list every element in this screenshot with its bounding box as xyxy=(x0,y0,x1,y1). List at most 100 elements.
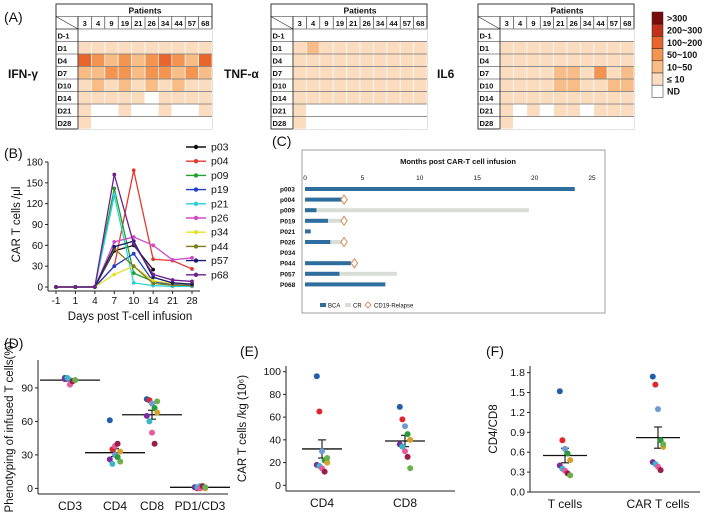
heatmap-cell xyxy=(593,41,608,55)
relapse-marker xyxy=(340,236,348,248)
heatmap-patient-label: 44 xyxy=(174,19,183,28)
x-tick-label: -1 xyxy=(52,296,61,307)
series-point-p03 xyxy=(151,267,156,272)
heatmap-cell xyxy=(580,53,595,67)
heatmap-cell xyxy=(346,66,361,80)
heatmap-cell xyxy=(158,41,173,55)
y-tick-label: 30 xyxy=(21,449,33,461)
patient-label: P057 xyxy=(280,271,296,278)
heatmap-cell xyxy=(117,116,132,130)
data-point xyxy=(404,453,411,460)
heatmap-cell xyxy=(319,53,334,67)
heatmap-cell xyxy=(104,116,119,130)
x-tick-label: 21 xyxy=(167,296,179,307)
series-point-p04 xyxy=(131,168,136,173)
heatmap-cell xyxy=(104,53,119,67)
cr-bar xyxy=(305,208,529,213)
y-tick-label: 0.6 xyxy=(510,447,525,459)
heatmap-cell xyxy=(306,41,321,55)
y-tick-label: 0.0 xyxy=(510,487,525,499)
x-tick-label: 10 xyxy=(416,175,424,182)
heatmap-cell xyxy=(553,28,568,42)
heatmap-cytokine-label: IFN-γ xyxy=(8,67,38,81)
heatmap-cell xyxy=(513,91,528,105)
heatmap-cell xyxy=(499,53,514,67)
legend-label-p04: p04 xyxy=(211,156,229,168)
heatmap-cell xyxy=(117,91,132,105)
heatmap-cell xyxy=(332,66,347,80)
heatmap-patient-label: 4 xyxy=(96,19,101,28)
heatmap-cell xyxy=(620,103,635,117)
x-tick-label: 1 xyxy=(73,296,79,307)
legend-label: 50~100 xyxy=(667,50,697,60)
patient-label: P068 xyxy=(280,282,296,289)
heatmap-cell xyxy=(144,91,159,105)
heatmap-patient-label: 44 xyxy=(596,19,605,28)
series-point-p04 xyxy=(190,267,194,271)
series-point-p09 xyxy=(112,186,117,191)
heatmap-cell xyxy=(91,78,106,92)
x-tick-label: 20 xyxy=(531,175,539,182)
data-point xyxy=(567,457,574,464)
heatmap-cell xyxy=(117,66,132,80)
heatmap-cell xyxy=(158,78,173,92)
data-point xyxy=(146,418,153,425)
heatmap-cell xyxy=(306,103,321,117)
x-tick-label: 5 xyxy=(361,175,365,182)
heatmap-cell xyxy=(539,53,554,67)
category-label: CD8 xyxy=(393,496,417,510)
patient-label: P021 xyxy=(280,229,296,236)
heatmap-cell xyxy=(198,103,213,117)
data-point xyxy=(154,409,161,416)
panel-e-scatter: 0 20 40 60 80 100 CAR T cells /kg (10⁶) CD4 CD8 xyxy=(237,366,455,510)
heatmap-cell xyxy=(593,53,608,67)
heatmap-day-label: D1 xyxy=(480,44,490,53)
legend-swatch xyxy=(651,36,664,49)
data-point xyxy=(402,448,408,455)
heatmap-cell xyxy=(306,91,321,105)
heatmap-cell xyxy=(144,66,159,80)
heatmap-day-label: D21 xyxy=(480,107,494,116)
heatmap-cell xyxy=(580,28,595,42)
heatmap-cell xyxy=(184,28,199,42)
y-tick-label: 150 xyxy=(26,178,43,189)
heatmap-cell xyxy=(171,53,186,67)
heatmap-day-label: D4 xyxy=(480,57,490,66)
heatmap-cell xyxy=(77,66,92,80)
legend-marker-p44 xyxy=(193,244,199,249)
x-tick-label: 14 xyxy=(148,296,160,307)
patient-label: P026 xyxy=(280,240,296,247)
heatmap-cell xyxy=(306,78,321,92)
data-point xyxy=(149,400,155,407)
heatmap-cell xyxy=(413,116,428,130)
legend-cr-label: CR xyxy=(353,304,362,310)
heatmap-cell xyxy=(373,116,388,130)
heatmap-day-label: D7 xyxy=(480,69,490,78)
series-point-p04 xyxy=(151,257,156,262)
series-point-p68 xyxy=(170,278,175,282)
heatmap-day-label: D14 xyxy=(58,94,73,103)
data-point xyxy=(652,381,659,388)
category-label: CD3 xyxy=(58,499,82,513)
series-point-p57 xyxy=(190,282,194,287)
legend-label-p57: p57 xyxy=(211,255,229,267)
legend-swatch xyxy=(651,48,664,62)
heatmap-cell xyxy=(513,28,528,42)
heatmap-cell xyxy=(144,53,159,67)
series-point-p44 xyxy=(151,281,156,286)
heatmap-cell xyxy=(158,103,173,117)
heatmap-cell xyxy=(346,78,361,92)
heatmap-cell xyxy=(131,28,146,42)
heatmap-cell xyxy=(158,53,173,67)
heatmap-cell xyxy=(77,53,92,67)
heatmap-day-label: D10 xyxy=(58,82,72,91)
heatmap-patient-label: 9 xyxy=(109,19,113,28)
heatmap-cell xyxy=(332,103,347,117)
data-point xyxy=(657,467,664,474)
y-tick-label: 1.8 xyxy=(510,367,525,379)
x-tick-label: 4 xyxy=(92,296,98,307)
data-point xyxy=(562,445,568,452)
heatmap-cell xyxy=(580,116,595,130)
heatmap-corner-diagonal xyxy=(270,16,294,30)
